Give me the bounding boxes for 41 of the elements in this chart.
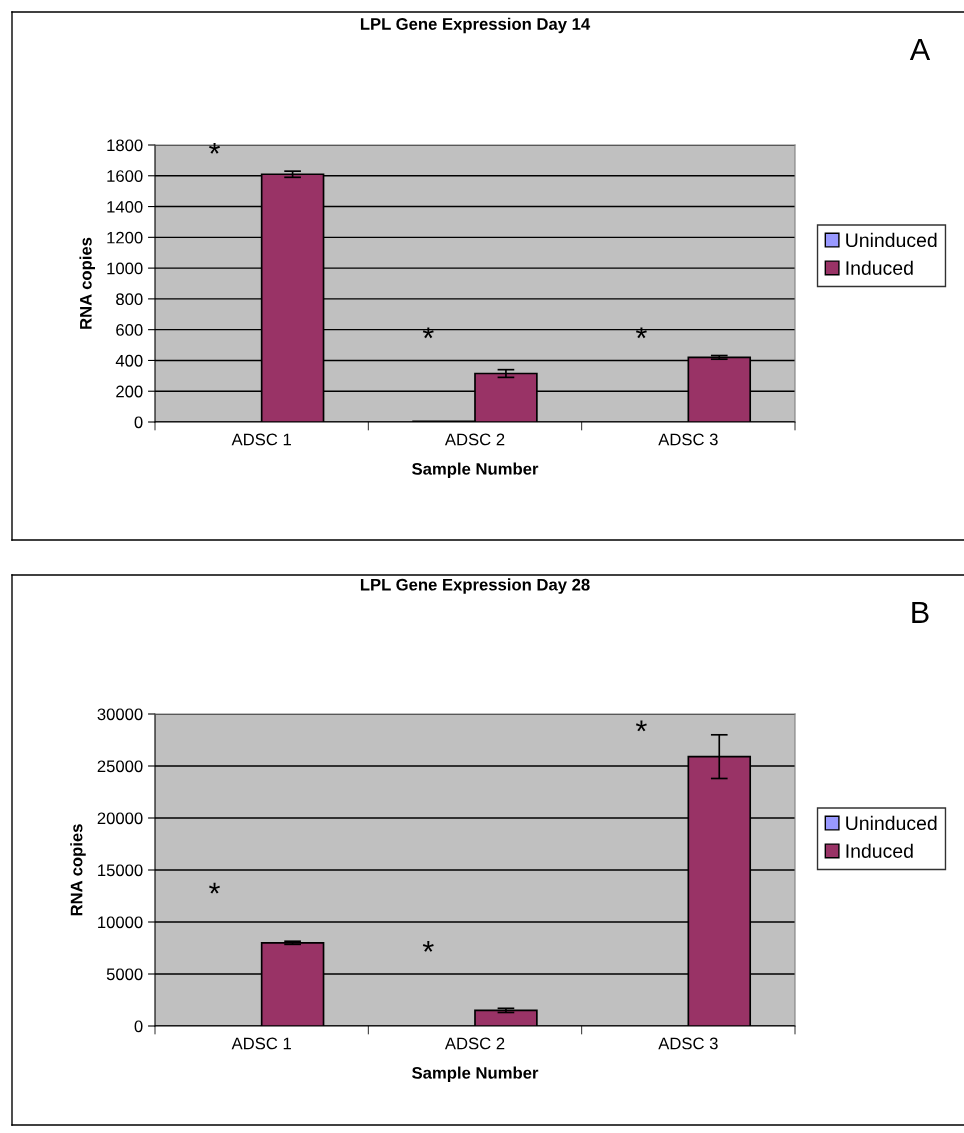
legend-label: Induced: [846, 843, 913, 858]
y-tick-label: 600: [116, 324, 143, 336]
legend-label: Induced: [846, 260, 913, 275]
chart-title: LPL Gene Expression Day 28: [360, 578, 590, 594]
y-tick-label: 30000: [97, 708, 143, 721]
legend-label: Uninduced: [846, 232, 937, 248]
y-tick-label: 25000: [97, 760, 143, 773]
y-tick-label: 1400: [107, 200, 143, 213]
x-tick-label: ADSC 2: [444, 433, 505, 446]
x-axis-title: Sample Number: [412, 462, 539, 479]
y-tick-label: 15000: [98, 864, 143, 877]
y-tick-label: 0: [134, 1020, 143, 1033]
annotation: *: [209, 142, 220, 154]
text: A: [909, 38, 931, 60]
annotation: *: [422, 327, 434, 339]
x-tick-label: ADSC 3: [658, 1037, 718, 1050]
y-tick-label: 1600: [107, 170, 143, 182]
legend-label: Uninduced: [846, 815, 937, 831]
y-tick-label: 200: [116, 385, 143, 398]
y-tick-label: 20000: [97, 812, 143, 825]
y-tick-label: 1000: [107, 262, 143, 275]
y-tick-label: 5000: [106, 968, 143, 981]
y-tick-label: 0: [134, 416, 143, 429]
y-tick-label: 400: [115, 354, 143, 367]
annotation: *: [635, 327, 647, 339]
x-tick-label: ADSC 2: [444, 1037, 505, 1050]
y-tick-label: 10000: [98, 916, 143, 929]
annotation: *: [635, 720, 647, 732]
x-tick-label: ADSC 3: [658, 433, 718, 446]
x-axis-title: Sample Number: [412, 1066, 539, 1083]
annotation: *: [209, 882, 220, 894]
x-tick-label: ADSC 1: [231, 1037, 291, 1050]
text: B: [912, 601, 929, 623]
y-axis-title: RNA copies: [70, 824, 86, 916]
annotation: *: [422, 941, 434, 952]
chart-title: LPL Gene Expression Day 14: [360, 17, 591, 34]
x-tick-label: ADSC 1: [231, 433, 291, 446]
y-axis-title: RNA copies: [79, 237, 96, 329]
y-tick-label: 1200: [107, 231, 143, 244]
y-tick-label: 1800: [107, 139, 143, 152]
y-tick-label: 800: [116, 293, 143, 306]
